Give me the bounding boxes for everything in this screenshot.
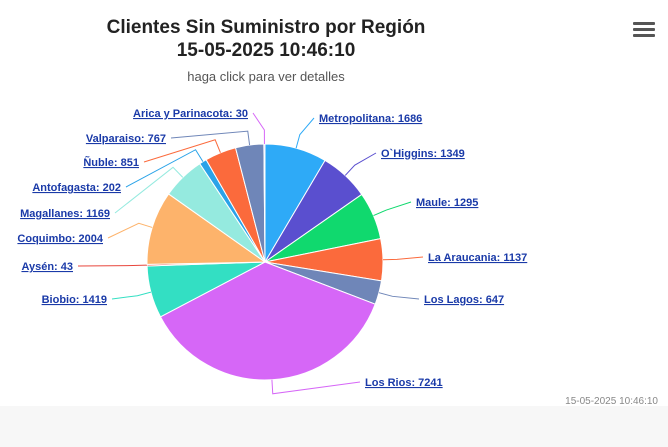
connector-line bbox=[125, 149, 204, 188]
slice-data-label[interactable]: Valparaiso: 767 bbox=[86, 133, 166, 145]
connector-line bbox=[143, 139, 221, 163]
connector-line bbox=[107, 222, 153, 239]
chart-title: Clientes Sin Suministro por Región bbox=[106, 17, 426, 38]
pie-slice-coquimbo[interactable] bbox=[146, 193, 267, 265]
connector-line bbox=[252, 112, 265, 145]
slice-data-label[interactable]: O`Higgins: 1349 bbox=[381, 148, 465, 160]
slice-data-label[interactable]: Coquimbo: 2004 bbox=[17, 233, 103, 245]
slice-data-label[interactable]: Los Rios: 7241 bbox=[365, 377, 443, 389]
pie-slice-los-rios[interactable] bbox=[159, 261, 376, 381]
chart-title-date: 15-05-2025 10:46:10 bbox=[176, 40, 356, 61]
connector-line bbox=[378, 292, 420, 300]
slice-data-label[interactable]: Biobio: 1419 bbox=[42, 294, 107, 306]
slice-data-label[interactable]: Metropolitana: 1686 bbox=[319, 113, 422, 125]
slice-data-label[interactable]: Arica y Parinacota: 30 bbox=[133, 108, 248, 120]
connector-line bbox=[373, 201, 412, 217]
slice-data-label[interactable]: Ñuble: 851 bbox=[83, 156, 139, 169]
slice-data-label[interactable]: Antofagasta: 202 bbox=[32, 182, 121, 194]
connector-line bbox=[114, 166, 184, 214]
connector-line bbox=[271, 379, 361, 395]
hamburger-menu-icon[interactable] bbox=[633, 22, 655, 40]
slice-data-label[interactable]: Aysén: 43 bbox=[21, 261, 73, 273]
connector-line bbox=[77, 264, 148, 267]
slice-data-label[interactable]: La Araucania: 1137 bbox=[428, 252, 527, 264]
connector-line bbox=[382, 256, 424, 261]
slice-data-label[interactable]: Maule: 1295 bbox=[416, 197, 478, 209]
connector-line bbox=[344, 152, 377, 176]
timestamp-label: 15-05-2025 10:46:10 bbox=[565, 396, 658, 407]
chart-subtitle: haga click para ver detalles bbox=[187, 69, 345, 84]
connector-line bbox=[111, 291, 152, 300]
slice-data-label[interactable]: Magallanes: 1169 bbox=[20, 208, 110, 220]
footer-area bbox=[0, 406, 668, 447]
slice-data-label[interactable]: Los Lagos: 647 bbox=[424, 294, 504, 306]
connector-line bbox=[170, 130, 251, 146]
connector-line bbox=[295, 117, 315, 149]
